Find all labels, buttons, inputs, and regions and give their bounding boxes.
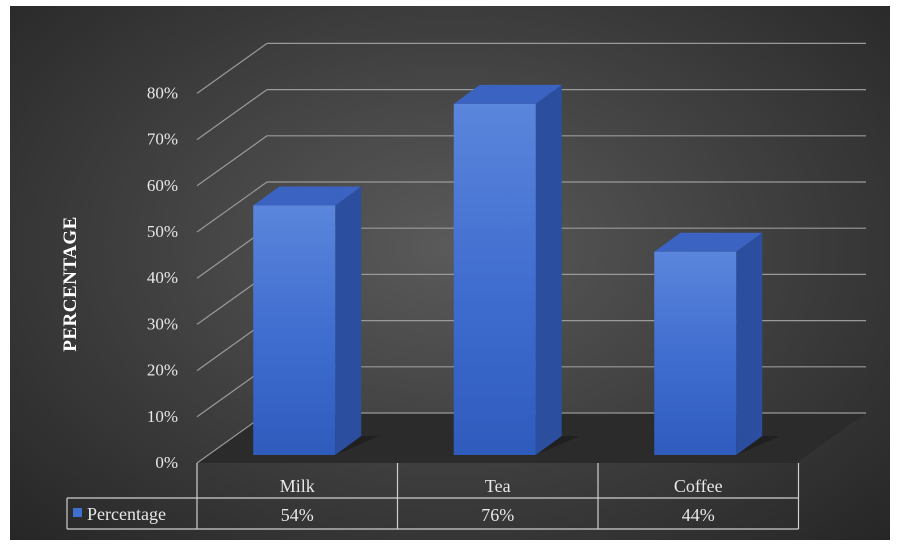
- x-tick-label: Coffee: [674, 476, 723, 496]
- bar-side: [736, 232, 763, 455]
- chart-area: 0% 10% 20% 30% 40% 50% 60% 70% 80% PERCENTAGE Pe…: [10, 6, 890, 540]
- data-value-label: 76%: [481, 505, 514, 525]
- x-tick-label: Milk: [280, 476, 315, 496]
- bar-top: [453, 84, 562, 104]
- y-tick-label: 10%: [147, 407, 178, 426]
- bar-milk: [253, 186, 380, 455]
- y-axis-title: PERCENTAGE: [60, 216, 81, 352]
- y-tick-label: 70%: [147, 130, 178, 149]
- data-value-label: 54%: [281, 505, 314, 525]
- gridline-diagonal: [196, 135, 268, 187]
- bar-side: [535, 84, 562, 455]
- bar-front: [253, 205, 336, 455]
- y-tick-label: 40%: [147, 268, 178, 287]
- data-table: Percentage Milk 54% Tea 76% Coffee 44%: [66, 463, 800, 530]
- gridline-diagonal: [196, 181, 268, 233]
- y-tick-label: 60%: [147, 176, 178, 195]
- bar-top: [253, 186, 362, 206]
- legend-swatch: [73, 508, 82, 517]
- x-tick-label: Tea: [485, 476, 511, 496]
- gridlines: [196, 42, 866, 464]
- bar-front: [654, 251, 737, 455]
- gridline-diagonal: [196, 42, 268, 94]
- bar-chart-3d: 0% 10% 20% 30% 40% 50% 60% 70% 80% PERCENTAGE Pe…: [60, 42, 866, 530]
- y-tick-label: 0%: [155, 453, 178, 472]
- legend-series-name: Percentage: [87, 504, 166, 524]
- y-tick-label: 50%: [147, 222, 178, 241]
- bar-side: [335, 186, 362, 455]
- bar-top: [654, 232, 763, 252]
- y-axis-ticks: 0% 10% 20% 30% 40% 50% 60% 70% 80%: [147, 83, 178, 472]
- data-value-label: 44%: [682, 505, 715, 525]
- bars: [253, 84, 781, 455]
- bar-coffee: [654, 232, 781, 455]
- y-tick-label: 30%: [147, 314, 178, 333]
- bar-tea: [453, 84, 580, 455]
- y-tick-label: 20%: [147, 361, 178, 380]
- bar-front: [453, 103, 536, 455]
- gridline-diagonal: [196, 89, 268, 141]
- y-tick-label: 80%: [147, 83, 178, 102]
